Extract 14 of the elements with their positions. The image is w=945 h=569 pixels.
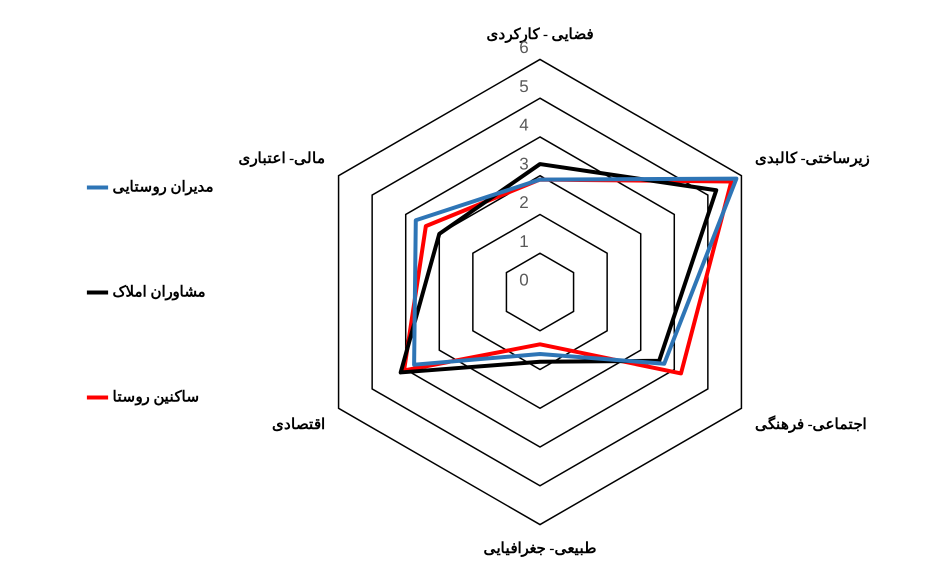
legend-label: مدیران روستایی: [112, 179, 214, 196]
legend-label: ساکنین روستا: [112, 389, 200, 406]
y-tick-label: 3: [519, 154, 529, 174]
y-tick-label: 2: [519, 193, 529, 212]
y-tick-label: 0: [519, 270, 529, 290]
spoke-label: اقتصادی: [272, 416, 326, 433]
spoke-label: اجتماعی- فرهنگی: [754, 414, 867, 433]
spoke-label: زیرساختی- کالبدی: [754, 150, 870, 167]
spoke-label: طبیعی- جغرافیایی: [484, 540, 596, 557]
y-tick-label: 1: [519, 232, 529, 251]
spoke-label: مالی- اعتباری: [238, 150, 326, 167]
y-tick-label: 4: [519, 116, 529, 135]
legend-label: مشاوران املاک: [112, 284, 206, 300]
y-tick-label: 5: [519, 76, 529, 96]
